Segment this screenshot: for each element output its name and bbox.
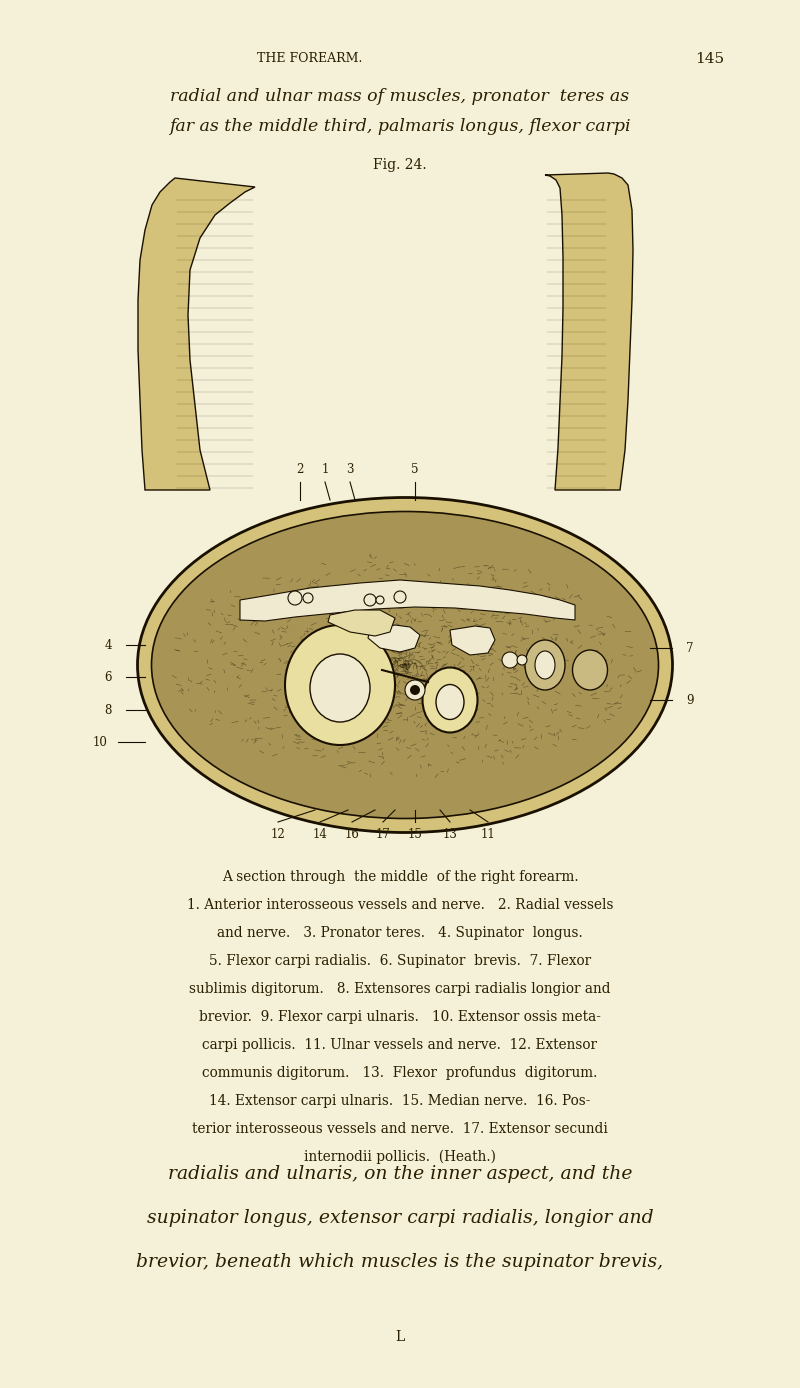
Text: 15: 15 <box>407 829 422 841</box>
Polygon shape <box>545 174 633 490</box>
Ellipse shape <box>303 593 313 602</box>
Ellipse shape <box>422 668 478 733</box>
Text: communis digitorum.   13.  Flexor  profundus  digitorum.: communis digitorum. 13. Flexor profundus… <box>202 1066 598 1080</box>
Ellipse shape <box>410 686 420 695</box>
Text: 9: 9 <box>686 694 694 706</box>
Text: 4: 4 <box>104 638 112 651</box>
Polygon shape <box>240 580 575 620</box>
Text: 5. Flexor carpi radialis.  6. Supinator  brevis.  7. Flexor: 5. Flexor carpi radialis. 6. Supinator b… <box>209 954 591 967</box>
Text: 1. Anterior interosseous vessels and nerve.   2. Radial vessels: 1. Anterior interosseous vessels and ner… <box>186 898 614 912</box>
Polygon shape <box>138 178 255 490</box>
Text: A section through  the middle  of the right forearm.: A section through the middle of the righ… <box>222 870 578 884</box>
Ellipse shape <box>502 652 518 668</box>
Text: 5: 5 <box>411 464 418 476</box>
Text: 8: 8 <box>104 704 112 716</box>
Ellipse shape <box>394 591 406 602</box>
Text: radialis and ulnaris, on the inner aspect, and the: radialis and ulnaris, on the inner aspec… <box>168 1165 632 1183</box>
Text: brevior, beneath which muscles is the supinator brevis,: brevior, beneath which muscles is the su… <box>137 1253 663 1271</box>
Ellipse shape <box>573 650 607 690</box>
Text: Fig. 24.: Fig. 24. <box>373 158 427 172</box>
Text: 3: 3 <box>346 464 354 476</box>
Ellipse shape <box>364 594 376 607</box>
Polygon shape <box>328 609 395 636</box>
Text: radial and ulnar mass of muscles, pronator  teres as: radial and ulnar mass of muscles, pronat… <box>170 87 630 105</box>
Text: terior interosseous vessels and nerve.  17. Extensor secundi: terior interosseous vessels and nerve. 1… <box>192 1122 608 1135</box>
Text: L: L <box>395 1330 405 1344</box>
Polygon shape <box>450 626 495 655</box>
Text: 14: 14 <box>313 829 327 841</box>
Text: far as the middle third, palmaris longus, flexor carpi: far as the middle third, palmaris longus… <box>170 118 630 135</box>
Ellipse shape <box>285 625 395 745</box>
Text: 11: 11 <box>481 829 495 841</box>
Ellipse shape <box>436 684 464 719</box>
Ellipse shape <box>310 654 370 722</box>
Text: 145: 145 <box>695 51 725 67</box>
Text: 6: 6 <box>104 670 112 683</box>
Text: 12: 12 <box>270 829 286 841</box>
Text: brevior.  9. Flexor carpi ulnaris.   10. Extensor ossis meta-: brevior. 9. Flexor carpi ulnaris. 10. Ex… <box>199 1010 601 1024</box>
Text: 17: 17 <box>375 829 390 841</box>
Text: internodii pollicis.  (Heath.): internodii pollicis. (Heath.) <box>304 1151 496 1165</box>
Ellipse shape <box>151 512 658 819</box>
Text: 10: 10 <box>93 736 107 748</box>
Ellipse shape <box>517 655 527 665</box>
Text: supinator longus, extensor carpi radialis, longior and: supinator longus, extensor carpi radiali… <box>146 1209 654 1227</box>
Text: and nerve.   3. Pronator teres.   4. Supinator  longus.: and nerve. 3. Pronator teres. 4. Supinat… <box>217 926 583 940</box>
Ellipse shape <box>138 497 673 833</box>
Ellipse shape <box>288 591 302 605</box>
Ellipse shape <box>376 595 384 604</box>
Ellipse shape <box>535 651 555 679</box>
Text: sublimis digitorum.   8. Extensores carpi radialis longior and: sublimis digitorum. 8. Extensores carpi … <box>190 981 610 997</box>
Text: 13: 13 <box>442 829 458 841</box>
Text: carpi pollicis.  11. Ulnar vessels and nerve.  12. Extensor: carpi pollicis. 11. Ulnar vessels and ne… <box>202 1038 598 1052</box>
Text: 7: 7 <box>686 641 694 655</box>
Text: 16: 16 <box>345 829 359 841</box>
Text: 2: 2 <box>296 464 304 476</box>
Text: 14. Extensor carpi ulnaris.  15. Median nerve.  16. Pos-: 14. Extensor carpi ulnaris. 15. Median n… <box>210 1094 590 1108</box>
Ellipse shape <box>525 640 565 690</box>
Text: THE FOREARM.: THE FOREARM. <box>258 51 362 65</box>
Ellipse shape <box>405 680 425 700</box>
Text: 1: 1 <box>322 464 329 476</box>
Polygon shape <box>368 625 420 652</box>
